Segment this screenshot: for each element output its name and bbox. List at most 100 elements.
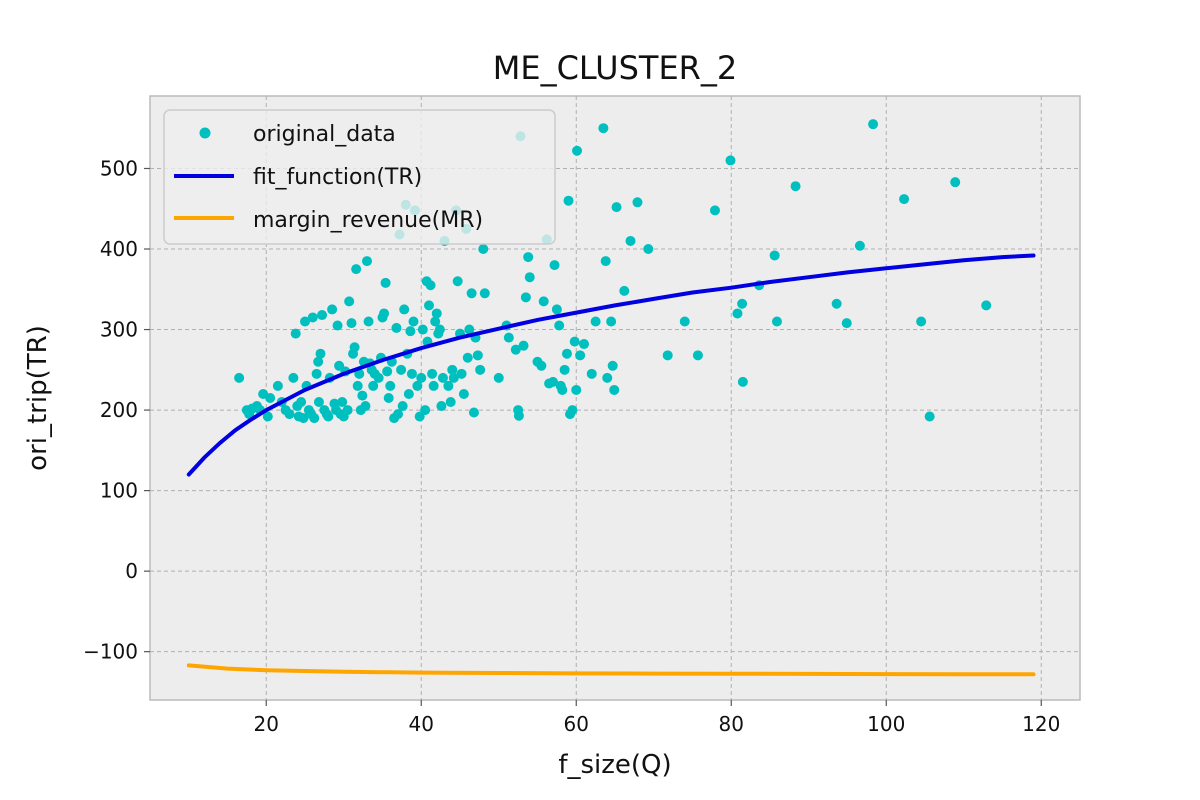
data-point bbox=[379, 308, 390, 319]
data-point bbox=[559, 364, 570, 375]
data-point bbox=[445, 397, 456, 408]
data-point bbox=[924, 411, 935, 422]
data-point bbox=[383, 393, 394, 403]
data-point bbox=[342, 405, 353, 416]
data-point bbox=[478, 244, 489, 255]
x-axis-label: f_size(Q) bbox=[558, 750, 671, 780]
data-point bbox=[551, 304, 562, 315]
data-point bbox=[427, 368, 438, 379]
data-point bbox=[916, 316, 927, 327]
data-point bbox=[412, 380, 423, 391]
data-point bbox=[725, 155, 736, 166]
x-tick-label: 80 bbox=[719, 712, 744, 736]
data-point bbox=[619, 285, 630, 296]
data-point bbox=[571, 384, 582, 395]
data-point bbox=[344, 296, 355, 307]
data-point bbox=[272, 380, 283, 391]
data-point bbox=[443, 380, 454, 391]
y-tick-label: 400 bbox=[100, 237, 138, 261]
data-point bbox=[479, 288, 490, 299]
data-point bbox=[662, 350, 673, 361]
data-point bbox=[600, 256, 611, 267]
chart-title: ME_CLUSTER_2 bbox=[493, 49, 738, 87]
data-point bbox=[403, 388, 414, 399]
data-point bbox=[771, 316, 782, 327]
y-tick-label: 100 bbox=[100, 479, 138, 503]
data-point bbox=[332, 320, 343, 331]
y-axis-label: ori_trip(TR) bbox=[23, 325, 53, 471]
data-point bbox=[950, 177, 961, 188]
data-point bbox=[831, 298, 842, 309]
data-point bbox=[737, 376, 748, 387]
data-point bbox=[632, 197, 643, 208]
data-point bbox=[362, 256, 372, 267]
data-point bbox=[456, 368, 467, 379]
data-point bbox=[518, 340, 529, 351]
data-point bbox=[382, 366, 393, 377]
data-point bbox=[452, 276, 463, 287]
data-point bbox=[536, 360, 547, 371]
data-point bbox=[549, 260, 560, 271]
data-point bbox=[554, 320, 565, 331]
data-point bbox=[513, 410, 524, 421]
data-point bbox=[899, 194, 910, 205]
y-tick-label: 200 bbox=[100, 398, 138, 422]
data-point bbox=[557, 384, 568, 395]
data-point bbox=[466, 288, 477, 299]
data-point bbox=[692, 350, 703, 361]
data-point bbox=[567, 405, 578, 416]
data-point bbox=[307, 312, 318, 323]
data-point bbox=[317, 310, 328, 321]
data-point bbox=[586, 368, 597, 379]
data-point bbox=[300, 316, 310, 327]
data-point bbox=[360, 401, 371, 412]
data-point bbox=[590, 316, 601, 327]
tick-labels: 20 40 60 80 100 120 −100 0 100 200 300 400 500 bbox=[83, 156, 1060, 736]
data-point bbox=[572, 145, 583, 156]
data-point bbox=[548, 376, 558, 387]
data-point bbox=[769, 250, 780, 261]
data-point bbox=[709, 205, 720, 216]
data-point bbox=[569, 336, 580, 347]
data-point bbox=[437, 372, 448, 383]
data-point bbox=[611, 202, 622, 213]
data-point bbox=[854, 240, 865, 251]
data-point bbox=[327, 304, 338, 315]
legend: original_data fit_function(TR) margin_re… bbox=[163, 109, 556, 245]
data-point bbox=[393, 409, 403, 420]
data-point bbox=[337, 397, 348, 408]
data-point bbox=[448, 372, 459, 383]
margin-revenue-line bbox=[186, 663, 1036, 677]
x-tick-label: 120 bbox=[1022, 712, 1060, 736]
y-tick-label: 300 bbox=[100, 318, 138, 342]
y-tick-label: −100 bbox=[83, 640, 138, 664]
data-point bbox=[416, 372, 427, 383]
data-point bbox=[373, 372, 384, 383]
data-point bbox=[424, 300, 434, 311]
data-point bbox=[503, 332, 514, 343]
data-point bbox=[262, 411, 273, 422]
data-point bbox=[563, 195, 574, 206]
data-point bbox=[643, 244, 654, 255]
data-point bbox=[406, 368, 417, 379]
x-tick-label: 100 bbox=[867, 712, 905, 736]
data-point bbox=[313, 397, 324, 408]
data-point bbox=[417, 324, 428, 335]
data-point bbox=[464, 324, 475, 335]
data-point bbox=[420, 405, 431, 416]
legend-label-fit-function: fit_function(TR) bbox=[253, 165, 422, 190]
data-point bbox=[607, 360, 618, 371]
data-point bbox=[385, 380, 396, 391]
data-point bbox=[405, 326, 416, 337]
data-point bbox=[265, 393, 276, 403]
data-point bbox=[609, 384, 620, 395]
legend-label-margin-revenue: margin_revenue(MR) bbox=[253, 208, 483, 233]
data-point bbox=[313, 356, 324, 367]
data-point bbox=[234, 372, 245, 383]
data-point bbox=[391, 322, 402, 333]
data-point bbox=[399, 304, 410, 315]
data-point bbox=[602, 372, 613, 383]
data-point bbox=[311, 368, 322, 379]
data-point bbox=[524, 272, 535, 283]
